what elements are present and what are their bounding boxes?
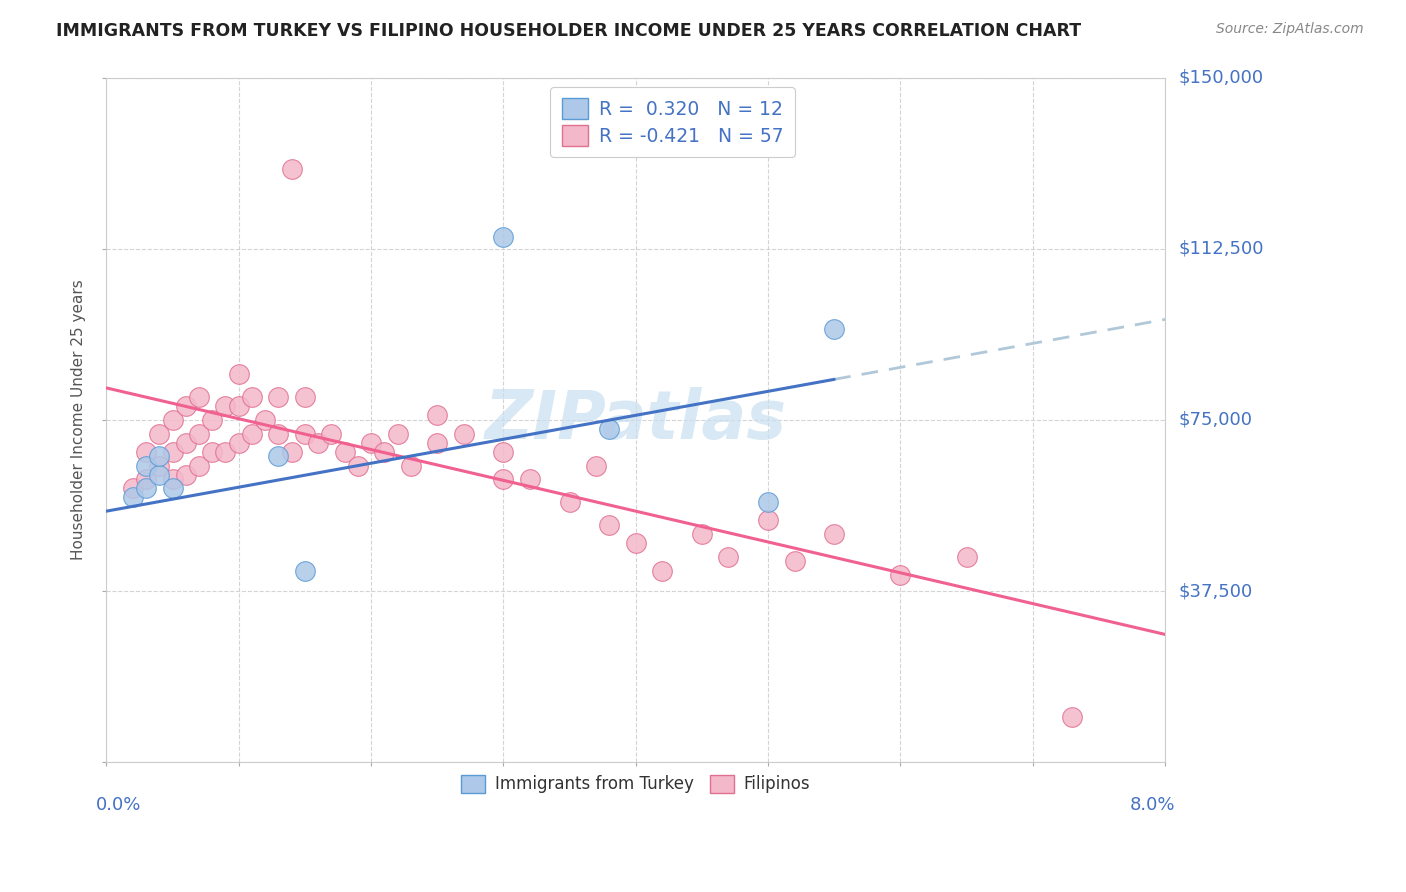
Point: [228, 399, 250, 413]
Text: IMMIGRANTS FROM TURKEY VS FILIPINO HOUSEHOLDER INCOME UNDER 25 YEARS CORRELATION: IMMIGRANTS FROM TURKEY VS FILIPINO HOUSE…: [56, 22, 1081, 40]
Point: [162, 472, 184, 486]
Point: [598, 422, 620, 436]
Point: [756, 495, 779, 509]
Point: [426, 435, 449, 450]
Point: [717, 549, 740, 564]
Point: [783, 554, 806, 568]
Text: Source: ZipAtlas.com: Source: ZipAtlas.com: [1216, 22, 1364, 37]
Text: $37,500: $37,500: [1180, 582, 1253, 600]
Text: $75,000: $75,000: [1180, 411, 1253, 429]
Point: [135, 472, 157, 486]
Point: [148, 458, 170, 473]
Point: [188, 390, 211, 404]
Point: [162, 413, 184, 427]
Point: [360, 435, 382, 450]
Legend: Immigrants from Turkey, Filipinos: Immigrants from Turkey, Filipinos: [453, 766, 818, 802]
Point: [214, 399, 236, 413]
Point: [624, 536, 647, 550]
Point: [280, 445, 302, 459]
Text: 8.0%: 8.0%: [1130, 797, 1175, 814]
Point: [228, 435, 250, 450]
Point: [294, 426, 316, 441]
Point: [214, 445, 236, 459]
Point: [756, 513, 779, 527]
Point: [585, 458, 607, 473]
Point: [333, 445, 356, 459]
Text: $112,500: $112,500: [1180, 240, 1264, 258]
Point: [307, 435, 329, 450]
Point: [823, 527, 845, 541]
Point: [267, 390, 290, 404]
Point: [519, 472, 541, 486]
Point: [492, 230, 515, 244]
Point: [321, 426, 343, 441]
Point: [188, 426, 211, 441]
Point: [162, 481, 184, 495]
Point: [148, 426, 170, 441]
Point: [174, 399, 197, 413]
Point: [453, 426, 475, 441]
Point: [387, 426, 409, 441]
Point: [148, 467, 170, 482]
Point: [240, 390, 263, 404]
Point: [121, 491, 143, 505]
Point: [492, 472, 515, 486]
Point: [162, 445, 184, 459]
Point: [823, 321, 845, 335]
Point: [201, 413, 224, 427]
Point: [135, 481, 157, 495]
Point: [240, 426, 263, 441]
Y-axis label: Householder Income Under 25 years: Householder Income Under 25 years: [72, 279, 86, 560]
Point: [426, 409, 449, 423]
Point: [174, 435, 197, 450]
Point: [228, 368, 250, 382]
Point: [294, 390, 316, 404]
Point: [254, 413, 277, 427]
Point: [955, 549, 977, 564]
Text: 0.0%: 0.0%: [96, 797, 141, 814]
Point: [889, 568, 911, 582]
Point: [188, 458, 211, 473]
Point: [267, 450, 290, 464]
Point: [135, 458, 157, 473]
Text: $150,000: $150,000: [1180, 69, 1264, 87]
Point: [373, 445, 395, 459]
Point: [346, 458, 368, 473]
Point: [201, 445, 224, 459]
Point: [1062, 709, 1084, 723]
Point: [294, 564, 316, 578]
Point: [121, 481, 143, 495]
Point: [148, 450, 170, 464]
Point: [690, 527, 713, 541]
Point: [280, 161, 302, 176]
Point: [267, 426, 290, 441]
Point: [135, 445, 157, 459]
Point: [651, 564, 673, 578]
Point: [174, 467, 197, 482]
Point: [598, 517, 620, 532]
Text: ZIPatlas: ZIPatlas: [485, 387, 787, 453]
Point: [492, 445, 515, 459]
Point: [558, 495, 581, 509]
Point: [399, 458, 422, 473]
